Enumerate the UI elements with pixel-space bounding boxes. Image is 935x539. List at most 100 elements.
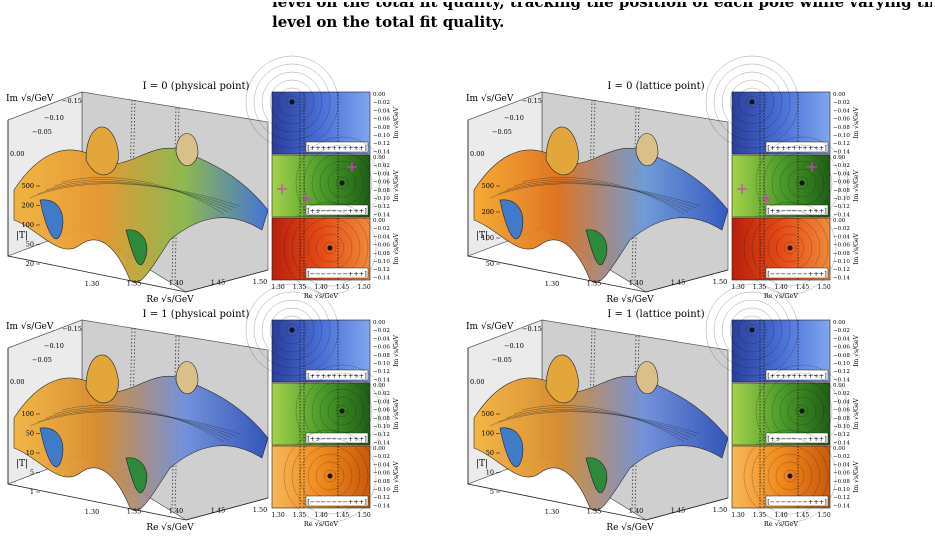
- t-tick-label: 50: [26, 430, 34, 438]
- heatmap-contour: [315, 461, 345, 491]
- heatmap-contour: [751, 209, 829, 287]
- pole-marker: [749, 327, 755, 333]
- heatmap-re-tick: 1.30: [731, 512, 745, 519]
- heatmap-contour: [713, 63, 791, 141]
- colorbar-tick-label: −0.12: [373, 141, 390, 147]
- re-tick-label: 1.40: [169, 279, 183, 287]
- t-tick-label: 100: [22, 410, 34, 418]
- sheet-label-box: [305, 495, 369, 507]
- heatmap-re-tick: 1.35: [753, 284, 767, 291]
- re-tick-label: 1.45: [211, 279, 225, 287]
- colorbar-tick-label: 0.00: [373, 218, 386, 224]
- re-tick-label: 1.35: [587, 280, 601, 288]
- t-axis-label: |T|: [476, 231, 488, 241]
- im-tick-label: −0.05: [492, 128, 512, 136]
- pole-marker: [289, 99, 295, 105]
- heatmap-contour: [783, 241, 797, 255]
- im-tick-label: −0.05: [32, 128, 52, 136]
- surface-peak: [635, 361, 659, 395]
- heatmap-re-tick: 1.45: [796, 284, 810, 291]
- heatmap-contour: [795, 404, 809, 418]
- heatmap-re-label: Re √s/GeV: [764, 292, 799, 300]
- im-axis-label: Im √s/GeV: [466, 321, 514, 332]
- heatmap-re-tick: 1.50: [817, 284, 831, 291]
- re-tick-label: 1.45: [211, 507, 225, 515]
- re-tick-label: 1.50: [713, 278, 727, 286]
- colorbar-tick-label: −0.02: [833, 391, 850, 397]
- caption-line-1: level on the total fit quality, tracking…: [272, 2, 932, 11]
- colorbar-tick-label: −0.06: [373, 180, 390, 186]
- colorbar-tick-label: −0.08: [373, 353, 390, 359]
- colorbar-tick-label: −0.06: [833, 471, 850, 477]
- axis-frame: [467, 120, 729, 293]
- panel-4: I = 1 (lattice point) Im √s/GeV −0.15 −0.10…: [466, 283, 860, 533]
- heatmap-contour: [323, 469, 337, 483]
- colorbar-tick-label: −0.02: [373, 163, 390, 169]
- heatmap-contour: [795, 176, 809, 190]
- heatmap-3: [−−−−−−−+++] 0.00 −0.02 −0.04 −0.06 −0.08 −0.1…: [271, 201, 400, 295]
- heatmap-contour: [253, 291, 331, 369]
- t-tick-label: 10: [486, 469, 494, 477]
- colorbar-tick-label: −0.12: [833, 432, 850, 438]
- heatmap-1: [++++++++++] 0.00 −0.02 −0.04 −0.06 −0.08 −0.1…: [245, 55, 400, 155]
- sheet-label-box: [765, 267, 829, 279]
- heatmap-3: [−−−−−−−+++] 0.00 −0.02 −0.04 −0.06 −0.08 −0.1…: [271, 429, 400, 523]
- pole-marker: [339, 408, 345, 414]
- panel-2: I = 0 (lattice point) Im √s/GeV −0.15 −0.10…: [466, 55, 860, 305]
- heatmap-contour: [787, 396, 817, 426]
- heatmap-contour: [323, 241, 337, 255]
- colorbar-tick-label: −0.10: [833, 361, 850, 367]
- colorbar-label: Im √s/GeV: [393, 461, 400, 493]
- panel-3: I = 1 (physical point) Im √s/GeV −0.15 −0.1…: [6, 283, 400, 533]
- surface-contour: [61, 405, 225, 443]
- t-tick-label: 50: [26, 241, 34, 249]
- re-tick-label: 1.50: [253, 278, 267, 286]
- colorbar-tick-label: −0.06: [373, 243, 390, 249]
- heatmap-contour: [269, 307, 315, 353]
- surface-contour: [505, 409, 693, 439]
- heatmap-contour: [291, 437, 369, 515]
- t-tick-label: 100: [482, 430, 494, 438]
- colorbar-label: Im √s/GeV: [853, 233, 860, 265]
- colorbar-label: Im √s/GeV: [853, 461, 860, 493]
- heatmap-contour: [335, 176, 349, 190]
- caption-line-2: level on the total fit quality.: [272, 13, 505, 31]
- colorbar-tick-label: −0.08: [833, 416, 850, 422]
- colorbar-tick-label: 0.00: [373, 320, 386, 326]
- surface-contour: [489, 183, 701, 207]
- colorbar-tick-label: −0.10: [373, 487, 390, 493]
- heatmap-contour: [745, 323, 759, 337]
- re-tick-label: 1.30: [85, 280, 99, 288]
- colorbar-tick-label: −0.10: [833, 424, 850, 430]
- heatmap-contour: [713, 291, 791, 369]
- t-tick-label: 500: [22, 182, 34, 190]
- colorbar-tick-label: −0.04: [833, 399, 850, 405]
- heatmap-1: [++++++++++] 0.00 −0.02 −0.04 −0.06 −0.08 −0.1…: [705, 283, 860, 383]
- colorbar-tick-label: −0.14: [373, 377, 390, 383]
- heatmap-contour: [285, 95, 299, 109]
- panel-title: I = 1 (physical point): [143, 309, 250, 320]
- colorbar-tick-label: −0.02: [833, 163, 850, 169]
- heatmap-re-tick: 1.45: [796, 512, 810, 519]
- surface-contour: [45, 181, 233, 211]
- heatmap-1: [++++++++++] 0.00 −0.02 −0.04 −0.06 −0.08 −0.1…: [705, 55, 860, 155]
- colorbar-tick-label: −0.08: [373, 125, 390, 131]
- sheet-label-box: [765, 369, 829, 381]
- colorbar-tick-label: −0.06: [833, 180, 850, 186]
- heatmap-re-tick: 1.40: [314, 512, 328, 519]
- colorbar-tick-label: −0.08: [373, 479, 390, 485]
- heatmap-contour: [751, 437, 829, 515]
- pole-marker: [749, 99, 755, 105]
- heatmap-re-tick: 1.50: [817, 512, 831, 519]
- surface-contour: [53, 407, 229, 441]
- sheet-label: [++−−−−−+++]: [307, 435, 367, 443]
- heatmap-contour: [253, 63, 331, 141]
- re-tick-label: 1.45: [671, 279, 685, 287]
- re-tick-label: 1.35: [587, 508, 601, 516]
- colorbar-tick-label: −0.02: [833, 100, 850, 106]
- t-tick-label: 50: [486, 260, 494, 268]
- sheet-label: [−−−−−−−+++]: [307, 498, 367, 506]
- surface-peak: [545, 126, 579, 176]
- axis-frame: [467, 348, 729, 521]
- heatmap-contour: [743, 201, 837, 295]
